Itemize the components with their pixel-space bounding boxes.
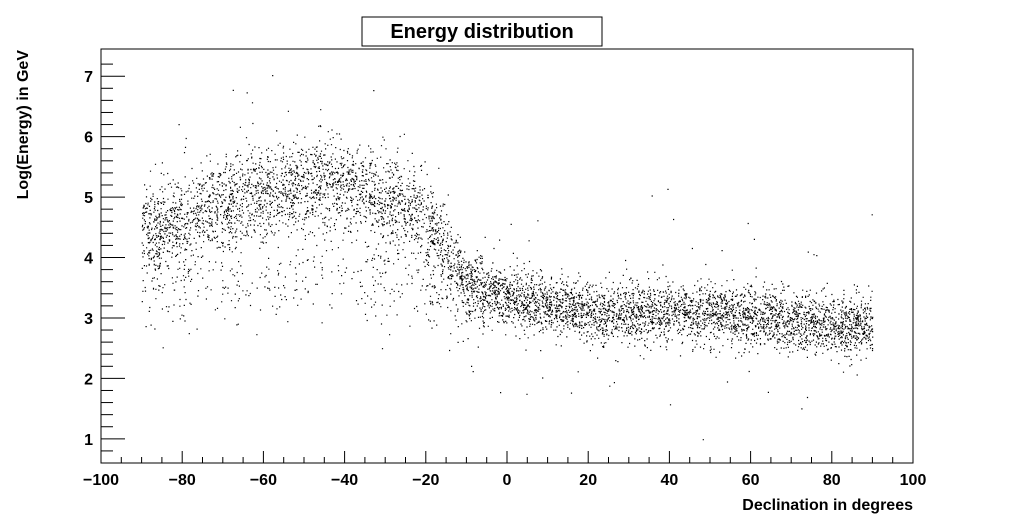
- x-tick-label: −40: [331, 472, 358, 489]
- chart-title-box: Energy distribution: [361, 16, 603, 47]
- y-tick-label: 1: [84, 432, 93, 449]
- title-frame: [361, 16, 603, 47]
- x-tick-label: −60: [250, 472, 277, 489]
- data-points: [141, 75, 874, 441]
- x-tick-label: 80: [823, 472, 841, 489]
- y-tick-label: 3: [84, 311, 93, 328]
- x-tick-label: 0: [503, 472, 512, 489]
- x-tick-label: −80: [169, 472, 196, 489]
- x-tick-label: −100: [83, 472, 119, 489]
- x-axis-title: Declination in degrees: [742, 497, 913, 514]
- x-tick-label: 20: [579, 472, 597, 489]
- y-tick-label: 2: [84, 371, 93, 388]
- x-tick-label: 60: [742, 472, 760, 489]
- x-tick-label: 40: [661, 472, 679, 489]
- x-tick-label: 100: [900, 472, 927, 489]
- x-tick-label: −20: [412, 472, 439, 489]
- y-tick-label: 6: [84, 130, 93, 147]
- scatter-points: [141, 75, 874, 441]
- y-tick-label: 5: [84, 190, 93, 207]
- y-tick-label: 4: [84, 251, 93, 268]
- y-tick-label: 7: [84, 69, 93, 86]
- y-axis-ticks: 1 2 3 4 5 6 7: [84, 63, 125, 452]
- chart-title: Energy distribution: [390, 21, 573, 43]
- y-axis-title: Log(Energy) in GeV: [15, 50, 32, 200]
- plot-frame: [100, 48, 914, 464]
- x-axis-ticks: −100 −80 −60 −40 −20 0 20 40 60 80 100: [83, 451, 926, 489]
